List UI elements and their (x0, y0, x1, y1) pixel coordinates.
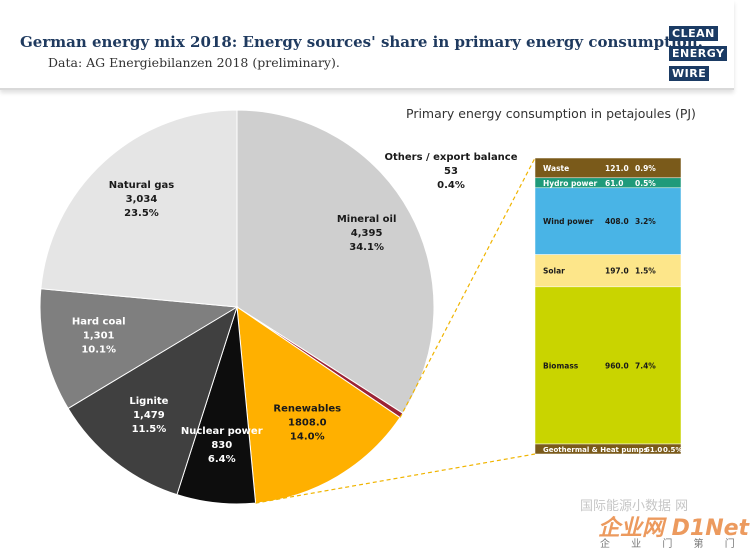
pie-label-hard-coal-percent: 10.1% (81, 344, 116, 355)
logo-line-3: WIRE (669, 66, 710, 81)
pie-label-natural-gas-name: Natural gas (109, 180, 175, 191)
watermark-tagline: 企 业 门 第 门 户 (600, 539, 754, 550)
pie-slice-hard-coal (39, 288, 239, 410)
pie-label-renewables-percent: 14.0% (290, 432, 325, 443)
bar-label-geothermal-heat-pumps-name: Geothermal & Heat pumps (543, 446, 648, 454)
pie-label-mineral-oil-name: Mineral oil (337, 214, 397, 225)
bar-label-hydro-power-percent: 0.5% (635, 179, 656, 188)
bar-label-biomass-name: Biomass (543, 361, 579, 370)
bar-label-wind-power-name: Wind power (543, 217, 594, 226)
pie-label-natural-gas-percent: 23.5% (124, 208, 159, 219)
pie-label-mineral-oil-percent: 34.1% (349, 242, 384, 253)
bar-label-hydro-power-value: 61.0 (605, 179, 624, 188)
bar-label-solar-value: 197.0 (605, 267, 629, 276)
bar-label-solar-percent: 1.5% (635, 267, 656, 276)
bar-label-geothermal-heat-pumps-percent: 0.5% (663, 446, 682, 454)
pie-label-nuclear-power-value: 830 (211, 440, 232, 451)
bar-label-biomass-percent: 7.4% (635, 361, 656, 370)
pie-label-lignite-percent: 11.5% (132, 424, 167, 435)
bar-label-wind-power-percent: 3.2% (635, 217, 656, 226)
bar-segment-geothermal-heat-pumps (534, 443, 682, 455)
header: German energy mix 2018: Energy sources' … (0, 0, 734, 90)
watermark-text: 国际能源小数据 网 (580, 499, 689, 514)
bar-segment-solar (534, 254, 682, 288)
bar-label-geothermal-heat-pumps-value: 61.0 (645, 446, 662, 454)
pie-label-mineral-oil-value: 4,395 (351, 228, 383, 239)
pie-slice-mineral-oil (236, 109, 435, 414)
pie-label-others-export-balance-name: Others / export balance (384, 152, 517, 163)
pie-label-nuclear-power-percent: 6.4% (208, 454, 236, 465)
connector-bottom (255, 453, 536, 504)
bar-label-waste-name: Waste (543, 164, 569, 173)
pie-label-hard-coal-value: 1,301 (83, 330, 115, 341)
bar-label-waste-percent: 0.9% (635, 164, 656, 173)
pie-label-renewables-name: Renewables (273, 404, 341, 415)
bar-label-biomass-value: 960.0 (605, 361, 629, 370)
bar-label-wind-power-value: 408.0 (605, 217, 629, 226)
watermark-logo: 企业网 D1Net (598, 516, 750, 541)
bar-segment-biomass (534, 286, 682, 445)
pie-label-lignite-value: 1,479 (133, 410, 165, 421)
pie-label-nuclear-power-name: Nuclear power (181, 426, 263, 437)
clean-energy-wire-logo: CLEAN ENERGY WIRE (669, 22, 728, 82)
pie-label-others-export-balance-percent: 0.4% (437, 180, 465, 191)
pie-label-hard-coal-name: Hard coal (72, 316, 126, 327)
chart-title: German energy mix 2018: Energy sources' … (20, 33, 703, 51)
bar-segment-wind-power (534, 187, 682, 255)
pie-slice-natural-gas (40, 109, 238, 308)
bar-label-hydro-power-name: Hydro power (543, 179, 598, 188)
bar-label-solar-name: Solar (543, 267, 565, 276)
pie-slice-renewables (236, 305, 401, 504)
pie-label-renewables-value: 1808.0 (288, 418, 327, 429)
bar-label-waste-value: 121.0 (605, 164, 629, 173)
chart-subtitle: Data: AG Energiebilanzen 2018 (prelimina… (48, 55, 340, 70)
logo-line-1: CLEAN (669, 26, 718, 41)
breakdown-title: Primary energy consumption in petajoules… (406, 106, 696, 121)
logo-line-2: ENERGY (669, 46, 728, 61)
pie-label-lignite-name: Lignite (129, 396, 168, 407)
pie-label-natural-gas-value: 3,034 (126, 194, 158, 205)
pie-slice-lignite (67, 305, 238, 496)
pie-label-others-export-balance-value: 53 (444, 166, 458, 177)
